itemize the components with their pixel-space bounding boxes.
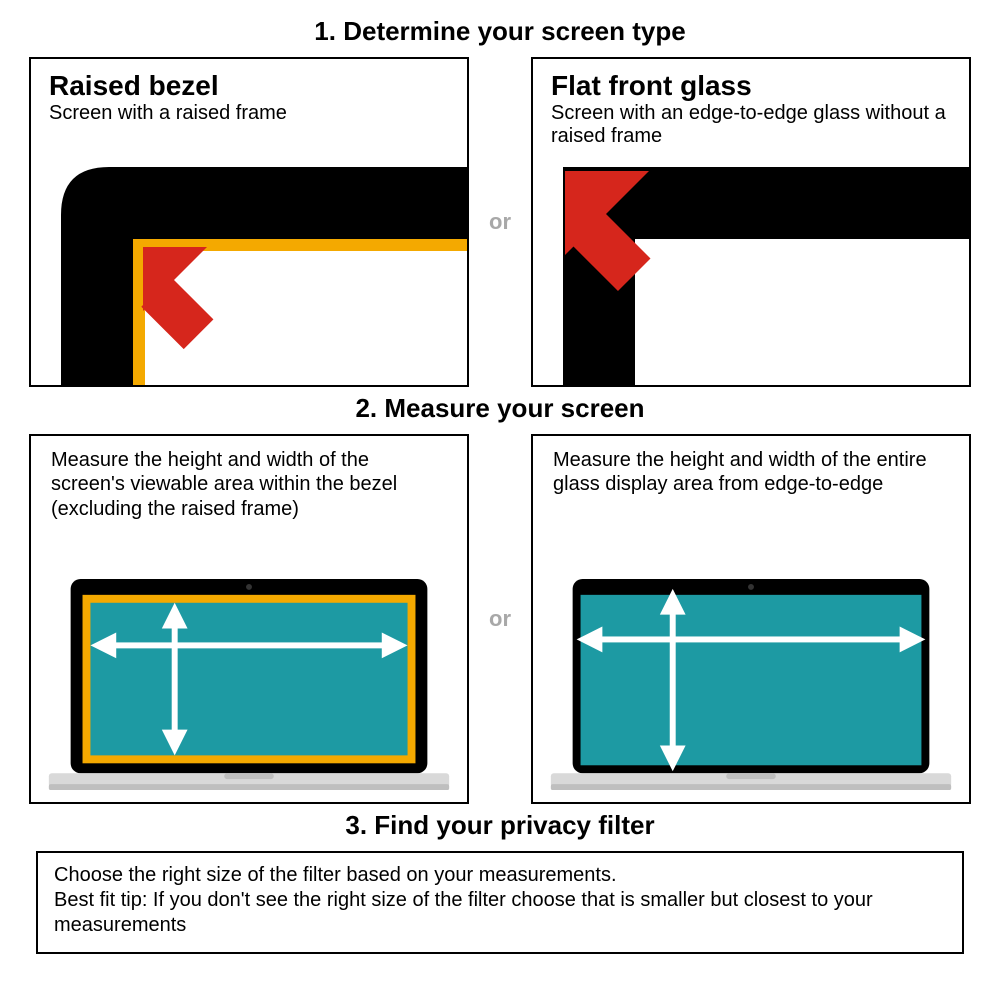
section1-heading: 1. Determine your screen type [20,16,980,47]
flat-glass-sub: Screen with an edge-to-edge glass withou… [551,102,951,148]
section1-row: Raised bezel Screen with a raised frame … [20,57,980,387]
or-label-2: or [483,606,517,632]
measure-edge-desc: Measure the height and width of the enti… [553,448,949,497]
flat-glass-corner-diagram [533,155,969,385]
panel-raised-bezel: Raised bezel Screen with a raised frame [29,57,469,387]
laptop-edge-diagram [533,572,969,802]
section2-heading: 2. Measure your screen [20,393,980,424]
raised-bezel-sub: Screen with a raised frame [49,102,449,125]
section3-heading: 3. Find your privacy filter [20,810,980,841]
raised-bezel-title: Raised bezel [49,71,449,100]
find-filter-line2: Best fit tip: If you don't see the right… [54,888,946,938]
laptop-bezel-diagram [31,572,467,802]
panel-measure-edge: Measure the height and width of the enti… [531,434,971,804]
panel-find-filter: Choose the right size of the filter base… [36,851,964,954]
flat-glass-title: Flat front glass [551,71,951,100]
find-filter-line1: Choose the right size of the filter base… [54,863,946,888]
panel-flat-glass: Flat front glass Screen with an edge-to-… [531,57,971,387]
raised-bezel-corner-diagram [31,155,467,385]
measure-bezel-desc: Measure the height and width of the scre… [51,448,447,521]
section2-row: Measure the height and width of the scre… [20,434,980,804]
panel-measure-bezel: Measure the height and width of the scre… [29,434,469,804]
or-label-1: or [483,209,517,235]
arrow-icon [141,247,213,349]
